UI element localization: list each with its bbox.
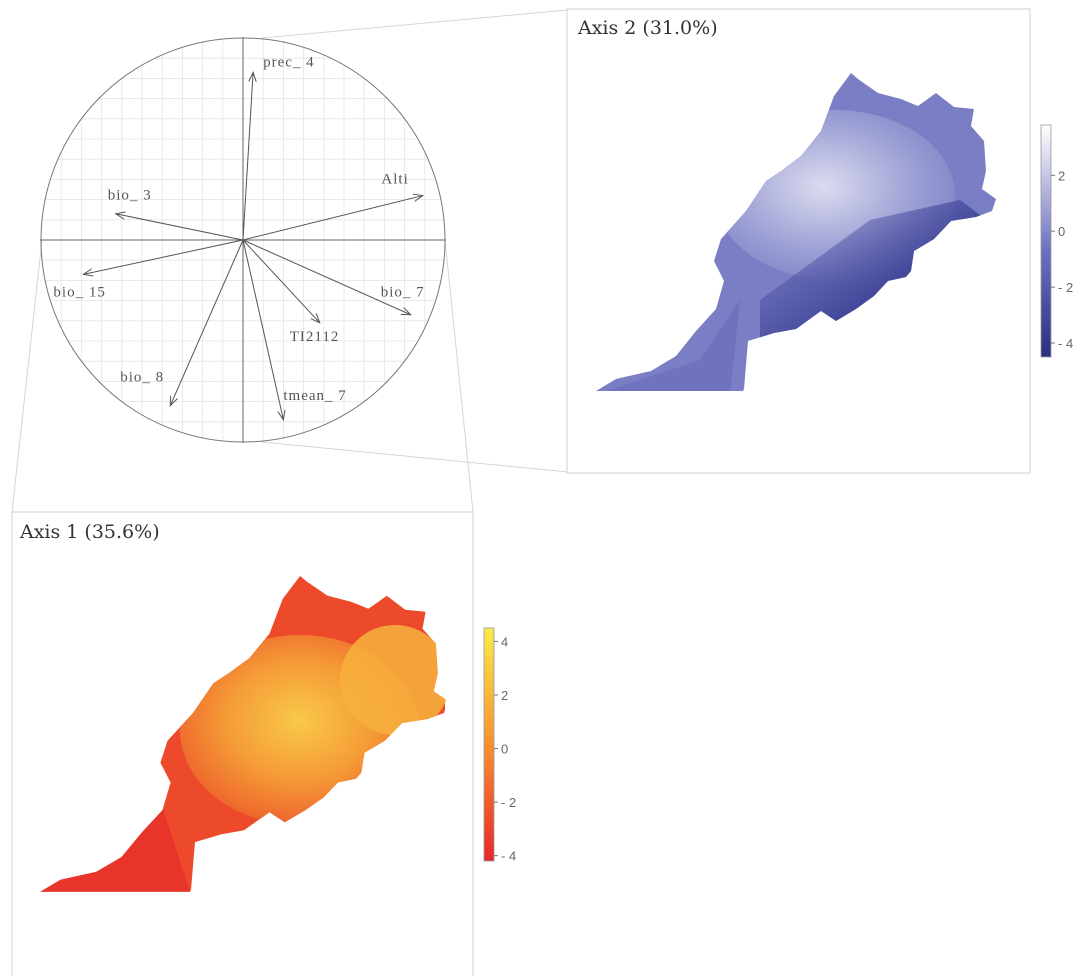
axis2-colorbar — [1040, 124, 1052, 358]
axis1-title: Axis 1 (35.6%) — [19, 521, 160, 543]
axis1-panel: Axis 1 (35.6%) 4 2 0 - 2 - 4 — [11, 511, 516, 976]
arrow-shaft — [242, 239, 284, 420]
arrow-shaft — [83, 239, 244, 275]
variable-label: TI2112 — [290, 329, 340, 345]
variable-label: bio_ 7 — [381, 285, 425, 301]
arrow-head — [114, 211, 126, 220]
colorbar-tick-label: 0 — [1058, 224, 1065, 239]
colorbar-tick-label: 0 — [501, 742, 508, 757]
connector-lines — [11, 9, 569, 513]
arrow-shaft — [242, 195, 423, 241]
arrow-shaft — [242, 72, 254, 241]
arrow-head — [400, 307, 412, 316]
variable-label: bio_ 3 — [108, 188, 152, 204]
arrow-shaft — [169, 239, 244, 406]
arrow-shaft — [242, 239, 411, 316]
colorbar-tick-label: - 4 — [1058, 336, 1073, 351]
variable-arrows: prec_ 4 Alti bio_ 3 bio_ 15 bio_ 7 TI2112 bio_… — [53, 54, 425, 422]
arrow-head — [277, 409, 286, 422]
colorbar-tick-label: 2 — [501, 688, 508, 703]
correlation-circle: prec_ 4 Alti bio_ 3 bio_ 15 bio_ 7 TI2112 bio_… — [40, 37, 446, 443]
arrow-head — [310, 313, 321, 324]
arrow-head — [169, 395, 178, 407]
variable-label: Alti — [381, 172, 408, 188]
colorbar-tick-label: - 4 — [501, 849, 516, 864]
axis2-colorbar-ticks: 2 0 - 2 - 4 — [1051, 168, 1073, 351]
arrow-TI2112: TI2112 — [242, 239, 340, 345]
axis2-panel: Axis 2 (31.0%) 2 0 - 2 - 4 — [566, 8, 1073, 474]
axis2-title: Axis 2 (31.0%) — [577, 17, 718, 39]
arrow-bio_7: bio_ 7 — [242, 239, 425, 316]
arrow-tmean_7: tmean_ 7 — [242, 239, 346, 422]
colorbar-tick-label: 2 — [1058, 168, 1065, 183]
axis1-colorbar-ticks: 4 2 0 - 2 - 4 — [494, 634, 516, 864]
arrow-bio_3: bio_ 3 — [108, 188, 244, 241]
axis1-colorbar — [483, 627, 495, 862]
variable-label: bio_ 8 — [120, 370, 164, 386]
variable-label: bio_ 15 — [53, 284, 105, 300]
arrow-shaft — [115, 213, 244, 241]
arrow-bio_8: bio_ 8 — [120, 239, 244, 407]
colorbar-tick-label: - 2 — [501, 795, 516, 810]
variable-label: tmean_ 7 — [283, 388, 346, 404]
variable-label: prec_ 4 — [263, 54, 315, 70]
colorbar-tick-label: 4 — [501, 634, 508, 649]
arrow-Alti: Alti — [242, 172, 425, 241]
arrow-prec_4: prec_ 4 — [242, 54, 315, 241]
arrow-head — [82, 268, 94, 277]
colorbar-tick-label: - 2 — [1058, 280, 1073, 295]
arrow-head — [248, 70, 257, 82]
arrow-shaft — [242, 239, 321, 324]
arrow-bio_15: bio_ 15 — [53, 239, 244, 300]
arrow-head — [412, 193, 425, 202]
